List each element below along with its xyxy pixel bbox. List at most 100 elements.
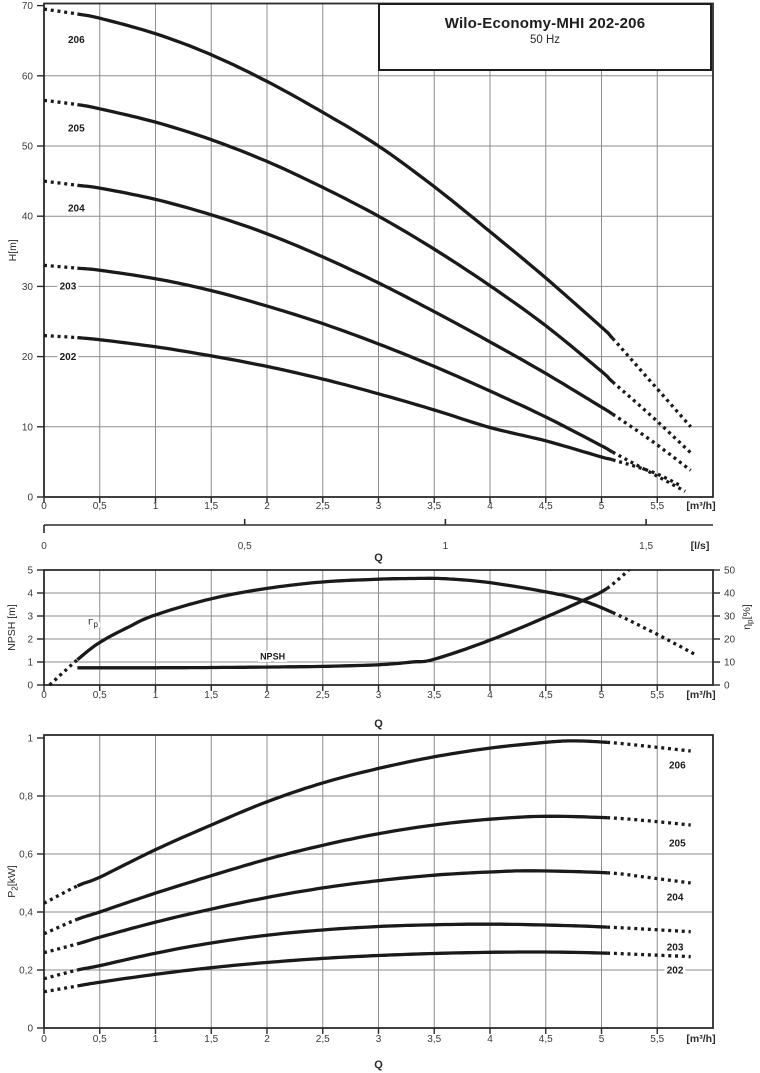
svg-text:0,6: 0,6	[19, 849, 33, 860]
svg-text:5: 5	[599, 501, 605, 512]
axis-ticks	[37, 737, 658, 1034]
gridlines	[44, 3, 713, 497]
svg-text:4: 4	[487, 501, 493, 512]
svg-text:30: 30	[22, 282, 34, 293]
svg-text:50: 50	[724, 566, 736, 577]
curve-label-203: 203	[667, 943, 684, 954]
curve-204	[43, 869, 691, 955]
svg-text:5,5: 5,5	[650, 690, 664, 701]
svg-text:3,5: 3,5	[427, 690, 441, 701]
curve-202	[43, 950, 691, 994]
svg-text:2,5: 2,5	[316, 501, 330, 512]
curve-202	[43, 333, 681, 487]
y-axis-labels: 0 0,2 0,4 0,6 0,8 1 P2[kW]	[6, 733, 33, 1034]
curve-NPSH	[77, 570, 632, 670]
svg-text:1,5: 1,5	[204, 501, 218, 512]
svg-text:2: 2	[264, 1034, 270, 1045]
curve-204	[43, 179, 692, 472]
svg-text:5: 5	[27, 566, 33, 577]
npsh-efficiency-chart: 0 0,5 1 1,5 2 2,5 3 3,5 4 4,5 5 5,5 [m³/h] 0 1 2 3 4 5 NPSH…	[6, 566, 754, 731]
svg-text:2: 2	[27, 635, 33, 646]
svg-text:0: 0	[27, 681, 33, 692]
svg-text:0: 0	[27, 493, 33, 504]
q-axis-title: Q	[374, 1059, 383, 1071]
svg-text:3: 3	[27, 612, 33, 623]
svg-text:4: 4	[487, 1034, 493, 1045]
svg-text:3: 3	[376, 501, 382, 512]
head-curves-chart: 0 0,5 1 1,5 2 2,5 3 3,5 4 4,5 5 5,5 [m³/h]0102030405…	[7, 1, 716, 564]
svg-text:2,5: 2,5	[316, 690, 330, 701]
curve-206	[43, 739, 691, 905]
curve-203	[43, 263, 686, 493]
svg-text:1,5: 1,5	[639, 541, 653, 552]
svg-text:60: 60	[22, 71, 34, 82]
x-axis-labels: 0 0,5 1 1,5 2 2,5 3 3,5 4 4,5 5 5,5 [m³/h]	[41, 1033, 715, 1045]
curve-label-p: ηp	[88, 617, 99, 629]
svg-text:4,5: 4,5	[539, 501, 553, 512]
curve-label-202: 202	[60, 352, 77, 363]
svg-text:4,5: 4,5	[539, 690, 553, 701]
svg-text:1: 1	[153, 501, 159, 512]
svg-text:4,5: 4,5	[539, 1034, 553, 1045]
curve-205	[43, 814, 691, 936]
curve-label-204: 204	[667, 892, 684, 903]
svg-text:0,4: 0,4	[19, 907, 33, 918]
axis-ticks	[37, 4, 658, 503]
svg-text:[m³/h]: [m³/h]	[686, 500, 715, 512]
curve-205	[43, 98, 692, 454]
x-axis-labels: 0 0,5 1 1,5 2 2,5 3 3,5 4 4,5 5 5,5 [m³/h]	[41, 500, 715, 512]
svg-text:0: 0	[27, 1024, 33, 1035]
chart-title: Wilo-Economy-MHI 202-206	[444, 15, 646, 32]
curve-206	[43, 7, 692, 428]
svg-text:P2[kW]: P2[kW]	[6, 865, 19, 898]
curve-label-NPSH: NPSH	[260, 652, 285, 662]
svg-text:NPSH [m]: NPSH [m]	[6, 604, 18, 651]
curve-label-205: 205	[669, 838, 686, 849]
y-axis-labels: 0 1 2 3 4 5 NPSH [m]	[6, 566, 33, 692]
svg-text:5: 5	[599, 1034, 605, 1045]
svg-text:1: 1	[27, 658, 33, 669]
svg-text:5,5: 5,5	[650, 501, 664, 512]
q-axis-title: Q	[374, 718, 383, 730]
svg-text:1: 1	[27, 733, 33, 744]
svg-text:0,8: 0,8	[19, 791, 33, 802]
curves	[43, 739, 691, 994]
curve-eta-p	[48, 576, 698, 687]
ls-axis: 0 0,5 1 1,5 [l/s]	[41, 519, 713, 552]
svg-text:0,2: 0,2	[19, 965, 33, 976]
curve-labels: 206 205 204 203 202	[57, 32, 87, 365]
svg-text:5: 5	[599, 690, 605, 701]
svg-text:0: 0	[41, 1034, 47, 1045]
svg-text:0: 0	[41, 501, 47, 512]
svg-text:H[m]: H[m]	[7, 239, 19, 261]
svg-text:4: 4	[487, 690, 493, 701]
curve-labels: 206 205 204 203 202	[664, 758, 688, 979]
curve-label-205: 205	[68, 123, 85, 134]
curves	[48, 570, 698, 687]
curve-label-204: 204	[68, 203, 85, 214]
svg-text:3,5: 3,5	[427, 501, 441, 512]
svg-text:0,5: 0,5	[93, 501, 107, 512]
svg-text:1,5: 1,5	[204, 690, 218, 701]
svg-text:0: 0	[41, 690, 47, 701]
svg-text:2: 2	[264, 501, 270, 512]
svg-text:70: 70	[22, 1, 34, 12]
svg-text:30: 30	[724, 612, 736, 623]
title-box: Wilo-Economy-MHI 202-206 50 Hz	[378, 3, 712, 71]
curve-label-206: 206	[68, 35, 85, 46]
svg-text:1: 1	[153, 690, 159, 701]
curve-label-202: 202	[667, 965, 684, 976]
svg-text:2,5: 2,5	[316, 1034, 330, 1045]
curve-label-203: 203	[60, 282, 77, 293]
chart-subtitle: 50 Hz	[529, 34, 561, 46]
svg-text:5,5: 5,5	[650, 1034, 664, 1045]
curve-203	[43, 922, 691, 981]
svg-text:0,5: 0,5	[93, 690, 107, 701]
svg-text:1,5: 1,5	[204, 1034, 218, 1045]
svg-text:40: 40	[724, 589, 736, 600]
svg-text:0: 0	[724, 681, 730, 692]
curve-labels: ηp NPSH	[86, 614, 288, 664]
right-axis: 0 10 20 30 40 50 ηp[%]	[713, 566, 754, 692]
